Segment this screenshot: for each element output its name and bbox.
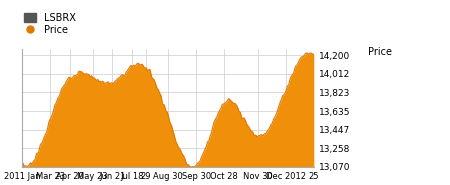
Y-axis label: Price: Price: [368, 47, 392, 57]
Legend: LSBRX, Price: LSBRX, Price: [24, 13, 76, 35]
